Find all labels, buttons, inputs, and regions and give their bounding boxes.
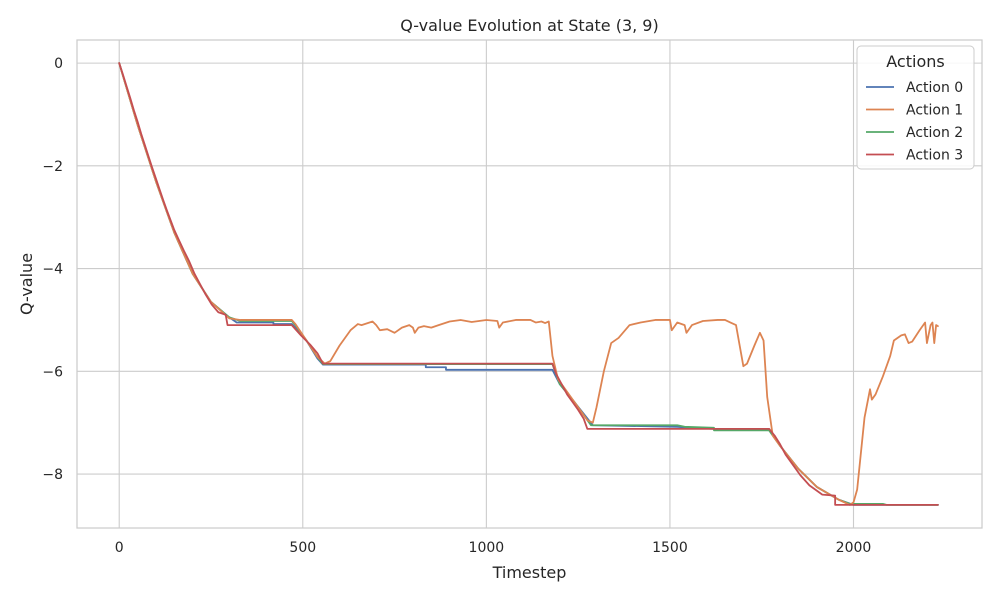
y-tick-label: −2 bbox=[42, 159, 63, 175]
y-axis-label: Q-value bbox=[17, 253, 36, 315]
plot-frame bbox=[76, 39, 983, 529]
x-tick-label: 1500 bbox=[652, 540, 688, 556]
y-tick-label: 0 bbox=[54, 56, 63, 72]
legend: Actions Action 0 Action 1 Action 2 Action 3 bbox=[856, 45, 975, 170]
tick-labels: 0 500 1000 1500 2000 0 −2 −4 −6 −8 bbox=[42, 56, 871, 556]
gridlines bbox=[77, 40, 982, 528]
series-line-action-1 bbox=[118, 62, 939, 506]
chart-title: Q-value Evolution at State (3, 9) bbox=[400, 16, 658, 35]
x-tick-label: 1000 bbox=[469, 540, 505, 556]
legend-box bbox=[856, 45, 975, 170]
legend-label-action-3: Action 3 bbox=[906, 148, 963, 164]
x-tick-label: 500 bbox=[289, 540, 316, 556]
legend-items: Action 0 Action 1 Action 2 Action 3 bbox=[866, 80, 963, 164]
x-tick-label: 0 bbox=[115, 540, 124, 556]
legend-label-action-1: Action 1 bbox=[906, 103, 963, 119]
x-tick-label: 2000 bbox=[836, 540, 872, 556]
series-line-action-3 bbox=[118, 62, 939, 506]
series-lines bbox=[118, 62, 939, 506]
x-axis-label: Timestep bbox=[492, 563, 567, 582]
y-tick-label: −8 bbox=[42, 467, 63, 483]
legend-title: Actions bbox=[886, 52, 944, 71]
legend-label-action-2: Action 2 bbox=[906, 125, 963, 141]
legend-label-action-0: Action 0 bbox=[906, 80, 963, 96]
y-tick-label: −6 bbox=[42, 364, 63, 380]
y-tick-label: −4 bbox=[42, 262, 63, 278]
